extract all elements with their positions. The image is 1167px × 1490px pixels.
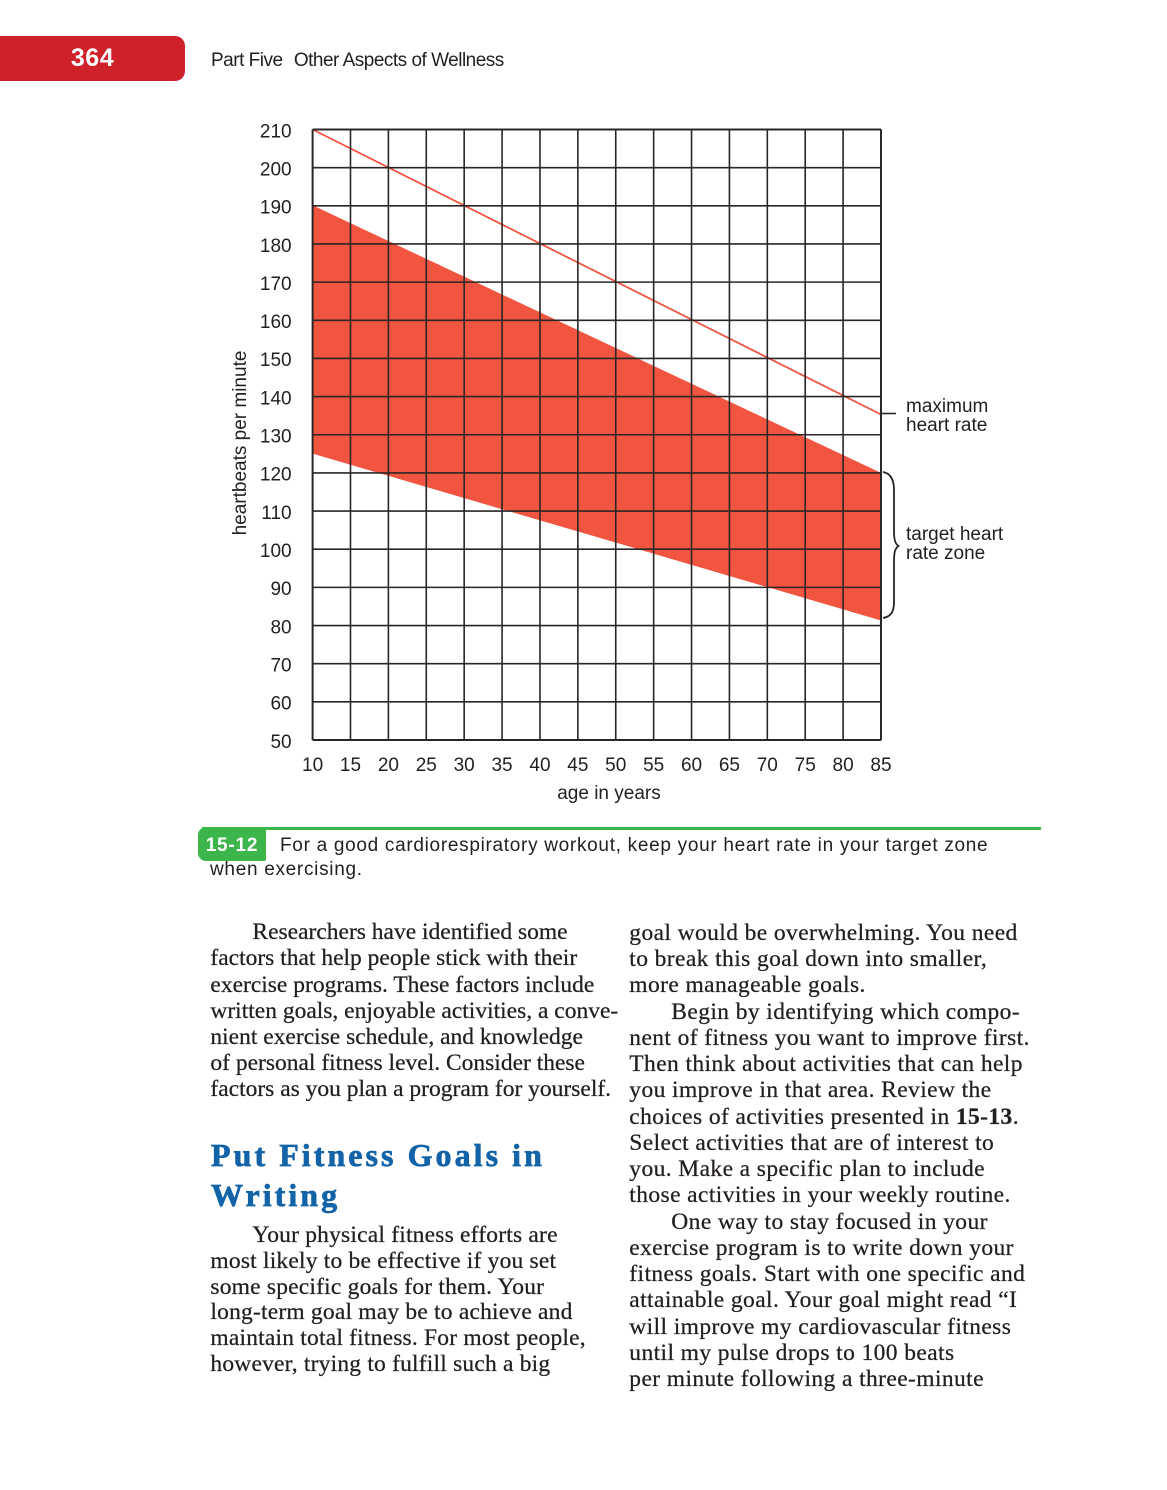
svg-text:130: 130 <box>260 427 292 448</box>
svg-text:200: 200 <box>260 159 292 180</box>
svg-text:40: 40 <box>529 755 550 776</box>
svg-text:45: 45 <box>567 755 588 776</box>
svg-text:maximum: maximum <box>906 396 988 417</box>
svg-text:140: 140 <box>260 388 292 409</box>
svg-text:50: 50 <box>605 755 626 776</box>
svg-text:190: 190 <box>260 198 292 219</box>
svg-text:170: 170 <box>260 274 292 295</box>
svg-text:110: 110 <box>261 503 291 524</box>
svg-text:80: 80 <box>833 755 854 776</box>
svg-text:90: 90 <box>270 579 291 600</box>
svg-text:75: 75 <box>795 755 816 776</box>
svg-text:160: 160 <box>260 312 292 333</box>
svg-text:120: 120 <box>260 465 292 486</box>
svg-text:180: 180 <box>260 236 292 257</box>
svg-text:25: 25 <box>416 755 437 776</box>
svg-text:35: 35 <box>491 755 512 776</box>
svg-text:50: 50 <box>270 732 291 753</box>
svg-text:55: 55 <box>643 755 664 776</box>
svg-text:85: 85 <box>870 755 891 776</box>
svg-text:70: 70 <box>757 755 778 776</box>
svg-text:70: 70 <box>270 655 291 676</box>
svg-text:target heart: target heart <box>906 524 1004 545</box>
svg-text:150: 150 <box>260 350 292 371</box>
svg-text:heartbeats per minute: heartbeats per minute <box>230 351 251 536</box>
svg-text:10: 10 <box>302 755 323 776</box>
svg-text:30: 30 <box>454 755 475 776</box>
svg-text:heart rate: heart rate <box>906 415 987 436</box>
svg-text:100: 100 <box>260 541 292 562</box>
svg-text:60: 60 <box>270 694 291 715</box>
svg-text:15: 15 <box>340 755 361 776</box>
svg-text:60: 60 <box>681 755 702 776</box>
svg-text:80: 80 <box>270 617 291 638</box>
svg-text:65: 65 <box>719 755 740 776</box>
svg-text:210: 210 <box>260 121 292 142</box>
svg-text:20: 20 <box>378 755 399 776</box>
svg-text:rate zone: rate zone <box>906 543 985 564</box>
svg-text:age in years: age in years <box>557 783 661 804</box>
